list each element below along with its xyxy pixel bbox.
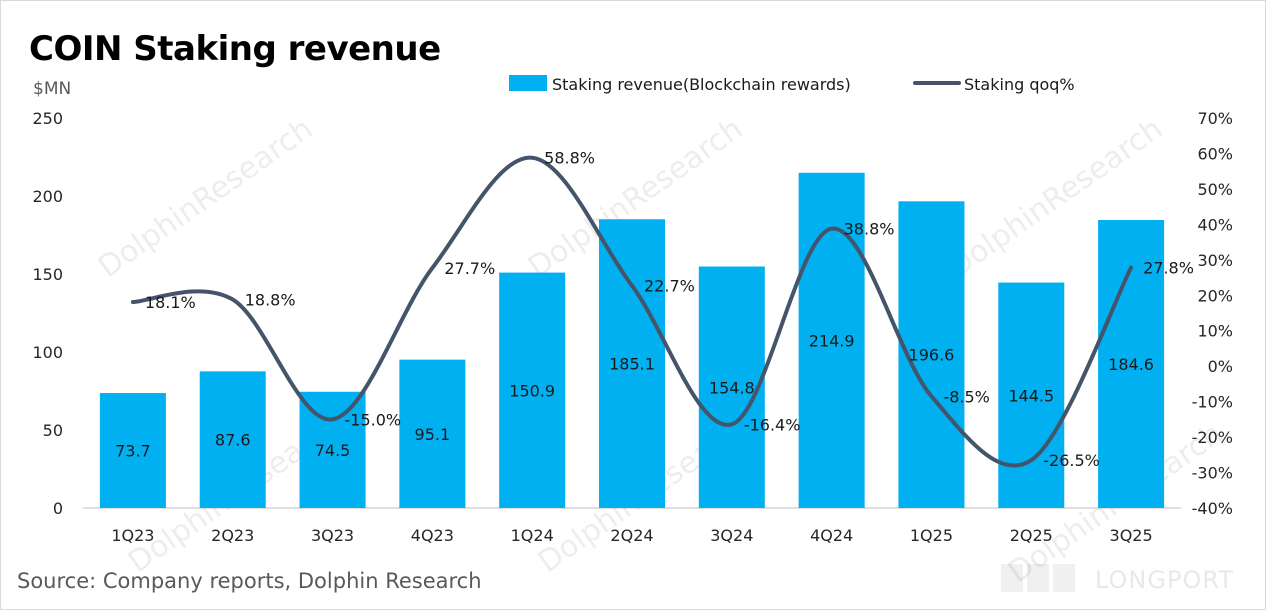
x-tick-label: 4Q24 (810, 526, 853, 545)
brand-logo-block-1 (1001, 564, 1023, 592)
line-value-label: 38.8% (844, 220, 895, 239)
y-right-tick-label: -20% (1192, 428, 1233, 447)
line-path (130, 155, 1134, 468)
bar-value-label: 185.1 (609, 355, 655, 374)
line-value-label: 18.8% (245, 291, 296, 310)
bar (199, 371, 266, 508)
line-value-label: -15.0% (345, 410, 402, 429)
line-value-label: 22.7% (644, 277, 695, 296)
bar-value-label: 144.5 (1008, 386, 1054, 405)
y-left-tick-label: 150 (32, 265, 63, 284)
line-value-label: -26.5% (1043, 451, 1100, 470)
y-right-tick-label: -30% (1192, 464, 1233, 483)
brand-logo-text: LONGPORT (1095, 566, 1234, 594)
bar (998, 282, 1065, 508)
left-axis-unit-label: $MN (33, 79, 72, 99)
bar-value-label: 196.6 (909, 346, 955, 365)
brand-logo-block-2 (1027, 564, 1049, 592)
line-value-label: -16.4% (744, 415, 801, 434)
line-series (130, 155, 1134, 468)
bar (499, 272, 566, 508)
y-left-tick-label: 100 (32, 343, 63, 362)
data-labels: 73.7 87.6 74.5 95.1 150.9 185.1 154.8 214.9 196.… (115, 149, 1194, 470)
legend-label-bar: Staking revenue(Blockchain rewards) (552, 75, 851, 94)
y-right-tick-label: -40% (1192, 499, 1233, 518)
bar-value-label: 95.1 (415, 425, 451, 444)
bar-series (99, 172, 1165, 509)
y-left-tick-label: 0 (53, 499, 63, 518)
axes: 0 50 100 150 200 250 -40% -30% -20% -10% 0% 10% 20% 3… (32, 109, 1233, 545)
y-right-tick-label: -10% (1192, 393, 1233, 412)
x-tick-label: 1Q25 (910, 526, 953, 545)
bar-value-label: 87.6 (215, 431, 251, 450)
brand-logo-block-3 (1053, 564, 1075, 592)
line-value-label: 27.7% (444, 259, 495, 278)
bar-value-label: 154.8 (709, 378, 755, 397)
x-tick-label: 3Q23 (311, 526, 354, 545)
line-value-label: 58.8% (544, 149, 595, 168)
bar (399, 359, 466, 508)
x-tick-label: 1Q23 (111, 526, 154, 545)
y-right-tick-label: 50% (1197, 180, 1233, 199)
line-value-label: 27.8% (1143, 259, 1194, 278)
bar (599, 219, 665, 508)
x-tick-label: 3Q25 (1110, 526, 1153, 545)
y-right-tick-label: 20% (1197, 286, 1233, 305)
chart-title: COIN Staking revenue (29, 29, 441, 69)
bar (698, 266, 765, 508)
y-right-tick-label: 30% (1197, 251, 1233, 270)
x-tick-label: 1Q24 (511, 526, 554, 545)
line-value-label: 18.1% (145, 293, 196, 312)
x-tick-label: 3Q24 (710, 526, 753, 545)
watermark-text: DolphinResearch (92, 111, 319, 285)
y-right-tick-label: 0% (1208, 357, 1233, 376)
bar-value-label: 150.9 (509, 381, 555, 400)
bar-value-label: 184.6 (1108, 355, 1154, 374)
y-right-tick-label: 60% (1197, 144, 1233, 163)
line-value-label: -8.5% (943, 387, 989, 406)
y-left-tick-label: 250 (32, 109, 63, 128)
legend-swatch-bar (509, 75, 547, 91)
bar (898, 201, 965, 508)
source-note: Source: Company reports, Dolphin Researc… (17, 569, 482, 593)
legend: Staking revenue(Blockchain rewards) Staki… (509, 75, 1075, 94)
y-left-tick-label: 50 (43, 421, 63, 440)
y-right-tick-label: 10% (1197, 322, 1233, 341)
bar (99, 393, 166, 508)
x-tick-label: 2Q25 (1010, 526, 1053, 545)
x-tick-label: 4Q23 (411, 526, 454, 545)
y-left-tick-label: 200 (32, 187, 63, 206)
y-right-tick-label: 40% (1197, 215, 1233, 234)
bar-value-label: 214.9 (809, 331, 855, 350)
x-tick-label: 2Q24 (610, 526, 653, 545)
brand-mark: LONGPORT (1001, 564, 1234, 594)
bar-value-label: 74.5 (315, 441, 351, 460)
x-tick-label: 2Q23 (211, 526, 254, 545)
y-right-tick-label: 70% (1197, 109, 1233, 128)
legend-label-line: Staking qoq% (964, 75, 1075, 94)
bar-value-label: 73.7 (115, 442, 151, 461)
